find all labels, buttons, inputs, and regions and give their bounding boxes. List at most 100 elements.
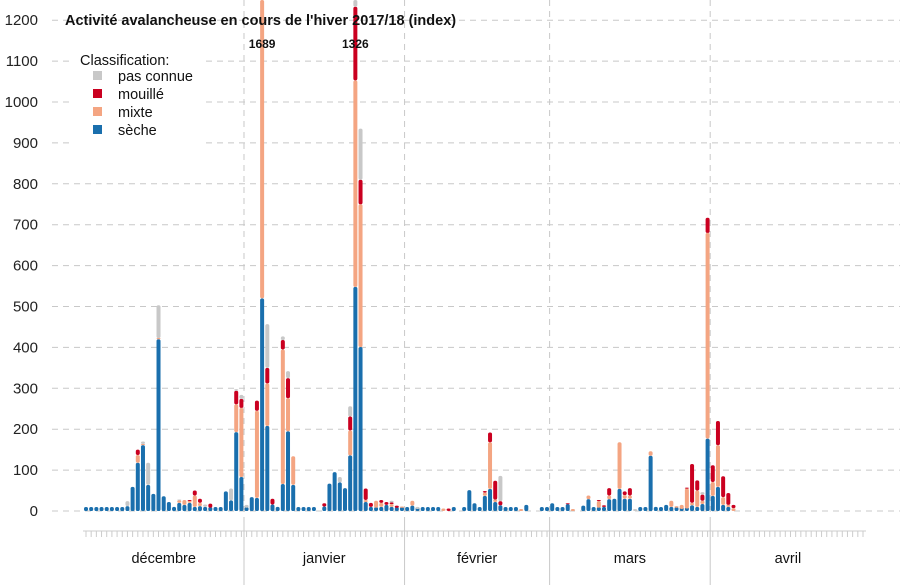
bar-segment-mouille bbox=[565, 503, 570, 505]
bar-segment-mixte bbox=[265, 383, 270, 426]
bar-segment-seche bbox=[710, 495, 715, 511]
bar-segment-mixte bbox=[710, 481, 715, 496]
y-tick-label: 500 bbox=[13, 299, 38, 316]
bar-segment-mouille bbox=[700, 494, 705, 501]
bar-segment-pas-connue bbox=[700, 492, 705, 495]
bar-segment-seche bbox=[306, 507, 311, 511]
y-tick-label: 0 bbox=[30, 503, 38, 520]
bar-segment-mixte bbox=[705, 232, 710, 439]
bar-segment-mouille bbox=[602, 505, 606, 507]
y-tick-label: 800 bbox=[13, 176, 38, 193]
bar-segment-mouille bbox=[596, 499, 601, 502]
bar-segment-seche bbox=[643, 507, 648, 511]
bar-segment-pas-connue bbox=[125, 501, 130, 507]
bar-segment-seche bbox=[353, 286, 358, 511]
bar-segment-pas-connue bbox=[286, 371, 291, 379]
bar-segment-mixte bbox=[648, 451, 653, 456]
bar-segment-seche bbox=[327, 483, 332, 511]
bar-segment-seche bbox=[638, 507, 643, 511]
bar-segment-mixte bbox=[726, 504, 731, 507]
bar-segment-seche bbox=[104, 507, 109, 511]
legend-label-seche: sèche bbox=[118, 123, 157, 139]
bar-segment-seche bbox=[674, 507, 679, 511]
bar-segment-pas-connue bbox=[146, 462, 151, 485]
bar-segment-pas-connue bbox=[358, 128, 363, 180]
bar-segment-mixte bbox=[254, 410, 259, 498]
bar-segment-seche bbox=[249, 497, 254, 511]
bar-segment-seche bbox=[187, 502, 192, 511]
bar-segment-seche bbox=[690, 505, 695, 511]
bar-segment-mouille bbox=[348, 416, 353, 431]
legend-title: Classification: bbox=[80, 53, 169, 69]
bar-segment-mouille bbox=[498, 501, 503, 506]
bar-segment-mixte bbox=[617, 442, 622, 489]
bar-segment-mixte bbox=[353, 80, 358, 287]
bar-segment-mixte bbox=[607, 495, 612, 500]
bar-segment-seche bbox=[477, 507, 482, 511]
bar-segment-mixte bbox=[177, 500, 182, 503]
y-tick-label: 700 bbox=[13, 217, 38, 234]
bar-segment-mouille bbox=[695, 480, 700, 491]
bar-segment-seche bbox=[555, 507, 560, 511]
legend-label-mixte: mixte bbox=[118, 105, 153, 121]
bar-segment-pas-connue bbox=[177, 499, 182, 501]
bar-segment-seche bbox=[627, 498, 632, 511]
y-tick-label: 1200 bbox=[5, 12, 38, 29]
bar-segment-mouille bbox=[721, 476, 726, 498]
bar-segment-pas-connue bbox=[348, 406, 353, 417]
bar-segment-seche bbox=[715, 486, 720, 511]
bar-segment-seche bbox=[151, 493, 156, 511]
bar-segment-mouille bbox=[358, 179, 363, 205]
month-label: avril bbox=[775, 551, 802, 567]
bar-segment-mixte bbox=[348, 430, 353, 456]
bar-segment-mixte bbox=[690, 502, 695, 506]
bar-segment-mixte bbox=[441, 508, 446, 511]
bar-segment-mouille bbox=[208, 503, 213, 508]
bar-segment-mixte bbox=[700, 500, 705, 505]
bar-segment-mixte bbox=[140, 443, 145, 446]
bar-segment-seche bbox=[203, 506, 208, 511]
bar-segment-seche bbox=[513, 507, 518, 511]
bar-segment-mixte bbox=[389, 504, 394, 507]
bar-segment-mouille bbox=[710, 465, 715, 482]
bar-segment-seche bbox=[410, 505, 415, 511]
bar-segment-mixte bbox=[234, 404, 239, 433]
bar-segment-seche bbox=[172, 506, 177, 511]
bar-segment-seche bbox=[596, 507, 601, 511]
bar-segment-mixte bbox=[482, 492, 487, 496]
bar-segment-seche bbox=[374, 507, 379, 511]
bar-segment-seche bbox=[503, 507, 508, 511]
legend-label-mouille: mouillé bbox=[118, 87, 164, 103]
bar-segment-seche bbox=[161, 496, 166, 511]
bar-segment-mouille bbox=[187, 499, 192, 501]
bar-segment-pas-connue bbox=[156, 305, 161, 338]
bar-segment-pas-connue bbox=[203, 504, 208, 507]
bar-segment-mixte bbox=[192, 495, 197, 507]
bar-segment-mouille bbox=[135, 449, 140, 455]
bar-segment-mouille bbox=[384, 502, 389, 505]
bar-segment-pas-connue bbox=[498, 475, 503, 502]
bar-segment-seche bbox=[368, 506, 373, 511]
y-tick-label: 300 bbox=[13, 380, 38, 397]
bar-segment-mouille bbox=[363, 488, 368, 500]
month-label: mars bbox=[614, 551, 646, 567]
bar-segment-mouille bbox=[239, 398, 244, 408]
bar-segment-mouille bbox=[731, 504, 736, 509]
bar-segment-seche bbox=[197, 506, 202, 511]
bar-segment-mouille bbox=[254, 400, 259, 411]
bar-segment-pas-connue bbox=[633, 508, 638, 511]
bar-segment-mixte bbox=[684, 488, 689, 509]
legend: Classification: pas connue mouillé mixte… bbox=[72, 46, 204, 144]
legend-swatch-seche bbox=[93, 125, 102, 134]
bar-segment-seche bbox=[166, 502, 171, 511]
bar-segment-seche bbox=[602, 506, 606, 511]
bar-segment-mouille bbox=[607, 488, 612, 496]
bar-segment-mixte bbox=[715, 445, 720, 487]
bar-segment-seche bbox=[493, 502, 498, 511]
bar-segment-mixte bbox=[182, 499, 187, 505]
bar-segment-pas-connue bbox=[229, 488, 234, 501]
bar-segment-seche bbox=[586, 499, 591, 511]
bar-segment-mixte bbox=[596, 501, 601, 508]
bar-segment-seche bbox=[425, 507, 430, 511]
